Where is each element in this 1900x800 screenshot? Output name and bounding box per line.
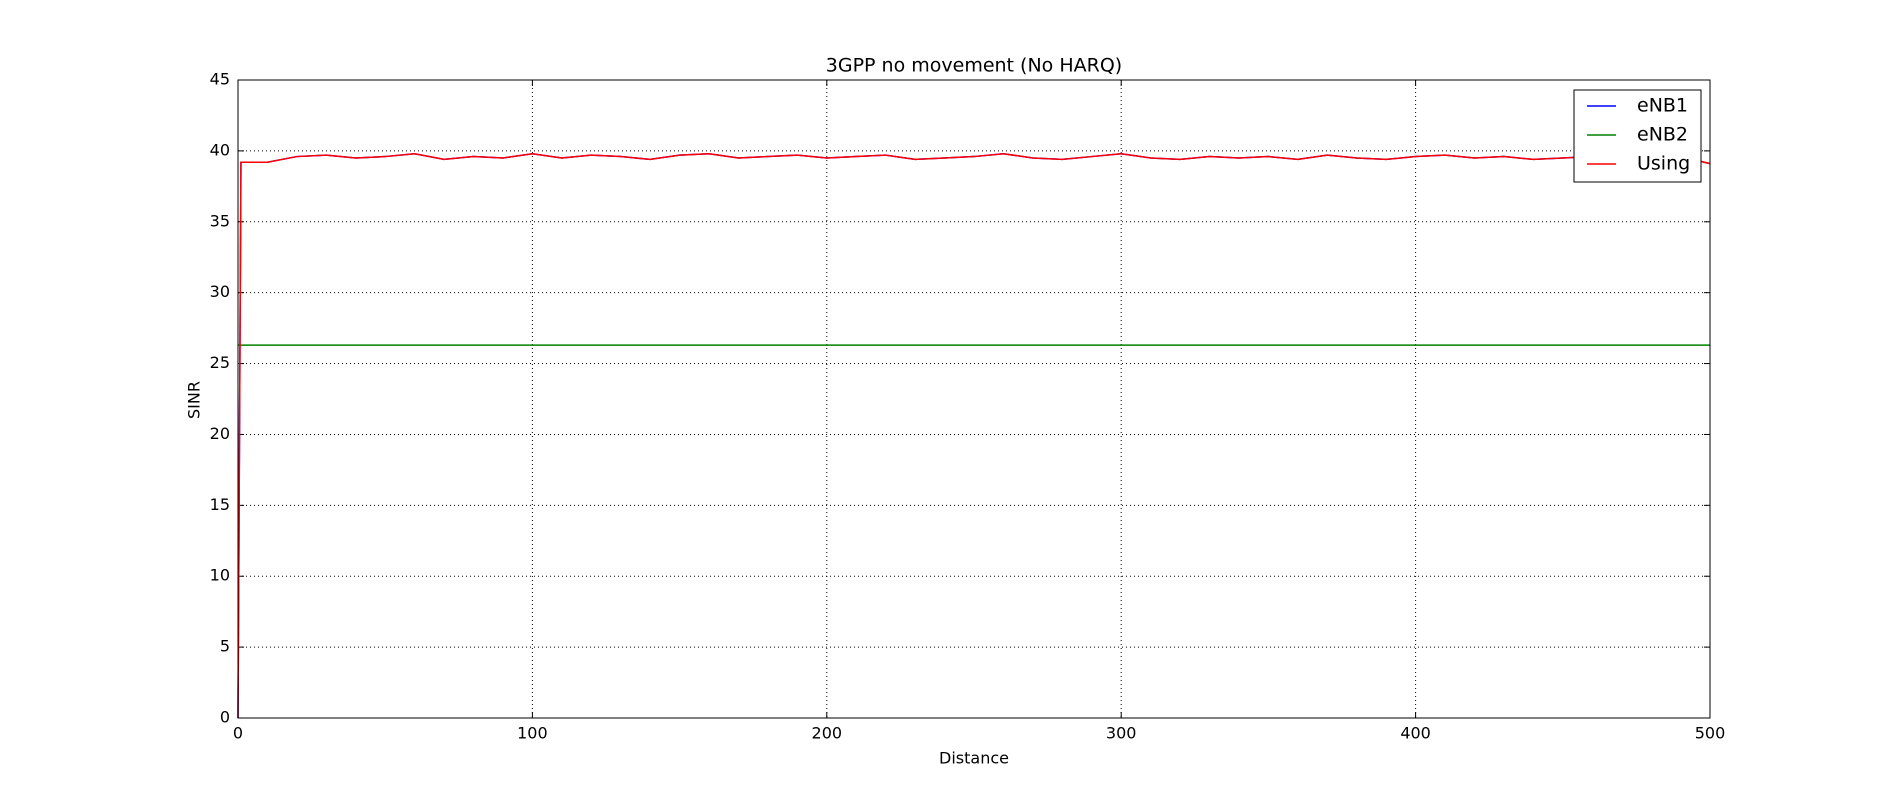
y-tick-label: 30 bbox=[210, 282, 230, 301]
y-tick-label: 40 bbox=[210, 140, 230, 159]
series-line bbox=[237, 152, 1711, 719]
x-axis-label: Distance bbox=[939, 749, 1009, 768]
y-tick-label: 10 bbox=[210, 566, 230, 585]
x-tick-label: 0 bbox=[233, 724, 243, 743]
x-tick-label: 400 bbox=[1400, 724, 1431, 743]
x-tick-label: 500 bbox=[1695, 724, 1726, 743]
legend-label: Using bbox=[1637, 153, 1690, 175]
plot-frame bbox=[237, 79, 1711, 719]
y-tick-label: 20 bbox=[210, 424, 230, 443]
chart-title: 3GPP no movement (No HARQ) bbox=[826, 55, 1122, 77]
y-axis-label: SINR bbox=[185, 381, 204, 419]
y-tick-label: 25 bbox=[210, 353, 230, 372]
y-tick-label: 35 bbox=[210, 211, 230, 230]
legend-label: eNB2 bbox=[1637, 124, 1688, 146]
y-tick-label: 15 bbox=[210, 495, 230, 514]
y-tick-label: 45 bbox=[210, 70, 230, 89]
x-tick-label: 200 bbox=[812, 724, 843, 743]
legend-label: eNB1 bbox=[1637, 95, 1688, 117]
y-tick-label: 0 bbox=[220, 708, 230, 727]
x-tick-label: 100 bbox=[517, 724, 548, 743]
x-tick-label: 300 bbox=[1106, 724, 1137, 743]
y-tick-label: 5 bbox=[220, 637, 230, 656]
